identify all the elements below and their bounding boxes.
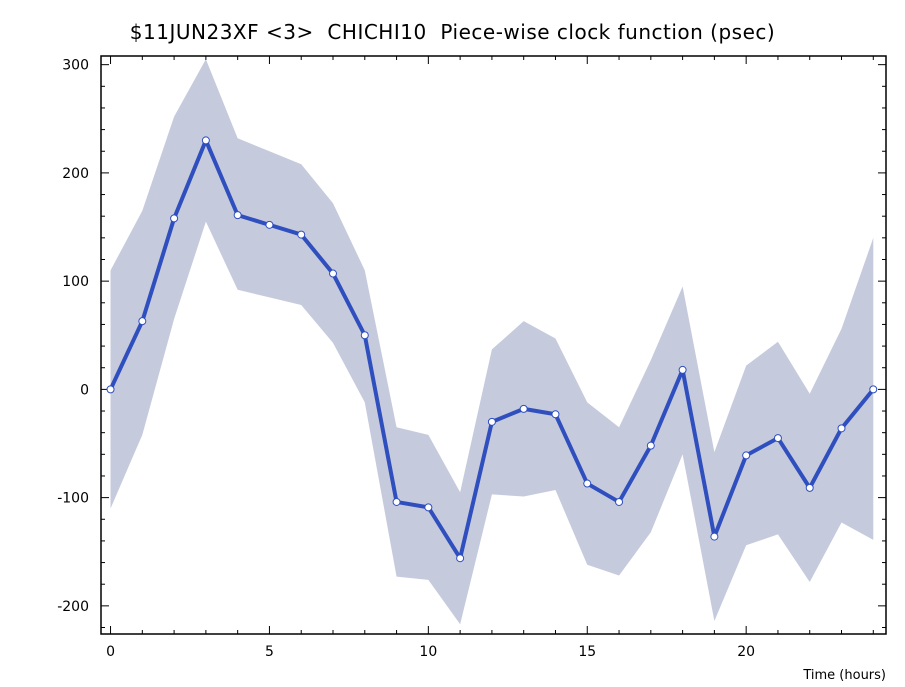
y-tick-label: 200 <box>62 166 89 182</box>
y-tick-label: -200 <box>57 599 89 615</box>
data-point <box>106 385 115 394</box>
data-point <box>805 483 814 492</box>
data-point <box>710 532 719 541</box>
data-point <box>837 424 846 433</box>
data-point <box>233 211 242 220</box>
x-tick-label: 0 <box>106 644 115 660</box>
data-point-markers <box>106 136 878 563</box>
data-point <box>424 503 433 512</box>
x-axis-title: Time (hours) <box>802 668 886 683</box>
data-point <box>170 214 179 223</box>
chart-title: $11JUN23XF <3> CHICHI10 Piece-wise clock… <box>129 20 776 44</box>
data-point <box>551 410 560 419</box>
data-point <box>615 497 624 506</box>
data-point <box>869 385 878 394</box>
data-point <box>138 317 147 326</box>
data-point <box>678 365 687 374</box>
data-point <box>487 417 496 426</box>
plot-frame <box>100 55 887 635</box>
x-tick-label: 15 <box>578 644 596 660</box>
x-tick-label: 10 <box>419 644 437 660</box>
x-tick-label: 5 <box>265 644 274 660</box>
data-point <box>456 554 465 563</box>
data-point <box>360 331 369 340</box>
data-point <box>297 230 306 239</box>
y-tick-label: -100 <box>57 491 89 507</box>
data-point <box>392 497 401 506</box>
x-tick-label: 20 <box>737 644 755 660</box>
y-tick-label: 0 <box>80 382 89 398</box>
y-tick-label: 300 <box>62 58 89 74</box>
data-point <box>742 451 751 460</box>
data-point <box>201 136 210 145</box>
data-point <box>773 434 782 443</box>
y-tick-label: 100 <box>62 274 89 290</box>
data-point <box>329 269 338 278</box>
data-point <box>519 404 528 413</box>
uncertainty-band <box>110 59 874 625</box>
data-point <box>646 441 655 450</box>
data-point <box>265 220 274 229</box>
data-point <box>583 479 592 488</box>
axis-tick-labels: 0 5 10 15 20 -200 -100 0 100 200 300 <box>57 58 755 660</box>
